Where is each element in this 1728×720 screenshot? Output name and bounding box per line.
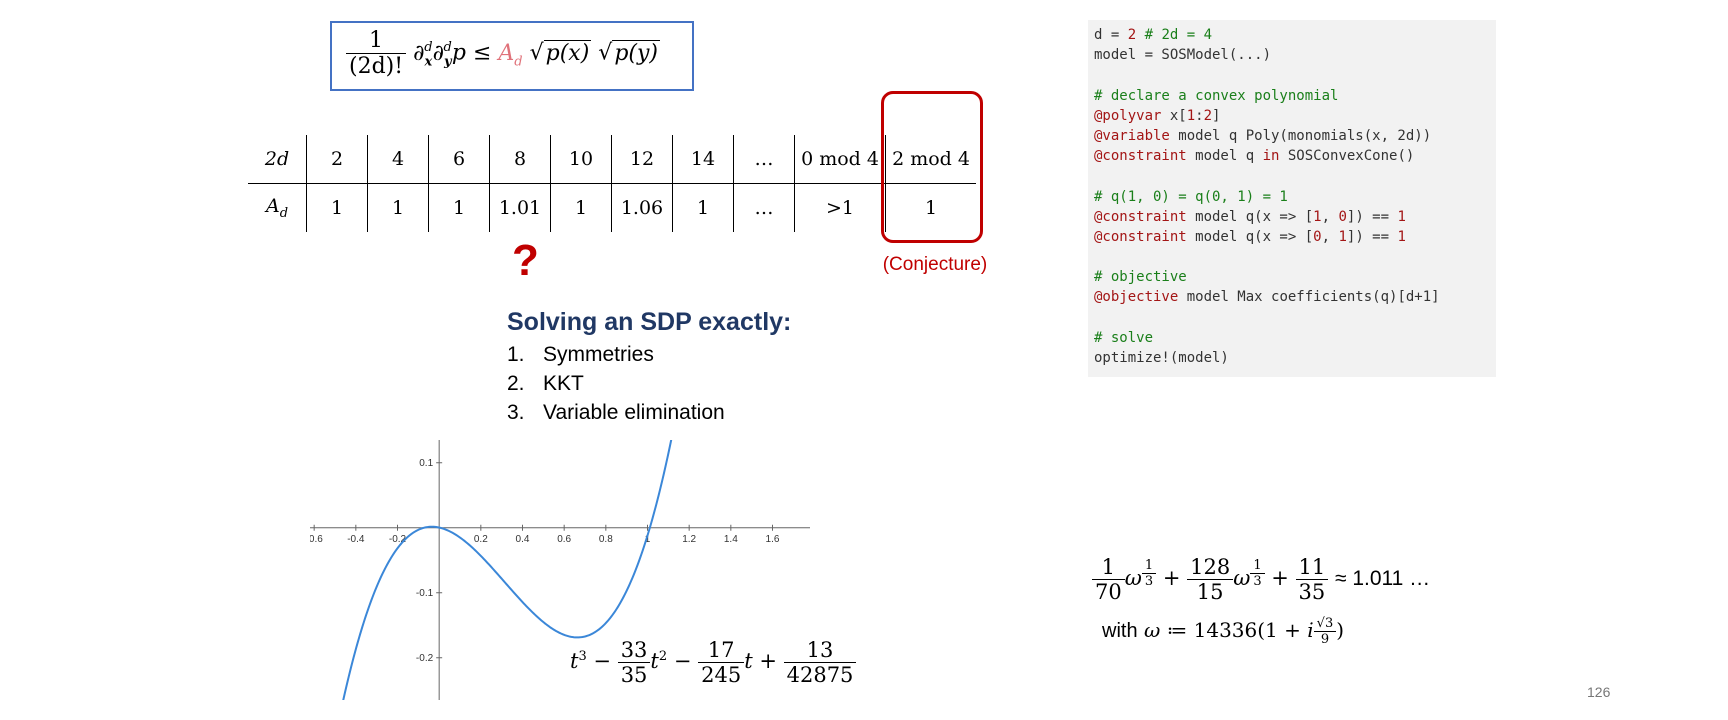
list-item: 2. KKT [507,372,584,395]
result-formula: 1 70 ω 1 3 + 128 15 ω 1 3 + 11 35 ≈ 1.011 … [1092,555,1430,604]
table-cell: 2 mod 4 [885,135,976,184]
code-line: @variable model q Poly(monomials(x, 2d)) [1094,127,1432,144]
polynomial-label: t3 − 33 35 t2 − 17 245 t + 13 42875 [570,638,857,687]
table-row-2d: 2d 2 4 6 8 10 12 14 … 0 mod 4 2 mod 4 [248,135,976,184]
conjecture-label: (Conjecture) [882,254,988,275]
table-cell: 1 [428,183,490,232]
table-cell: 2 [306,135,368,184]
table-cell: 1 [367,183,429,232]
table-cell: 6 [428,135,490,184]
code-line [1094,65,1490,85]
x-tick-label: -0.6 [310,534,323,545]
code-line: @polyvar x[1:2] [1094,107,1221,124]
x-tick-label: 1 [645,534,651,545]
y-tick-label: 0.1 [419,458,433,469]
code-line [1094,247,1490,267]
table-cell: … [733,183,795,232]
table-header-2d: 2d [248,135,307,184]
table-cell: 12 [611,135,673,184]
table-cell: 1.01 [489,183,551,232]
code-panel: d = 2 # 2d = 4 model = SOSModel(...) # de… [1088,20,1496,377]
fraction-denominator: (2d)! [346,53,407,79]
sdp-title: Solving an SDP exactly: [507,308,792,336]
list-item: 1. Symmetries [507,343,654,366]
table-cell: … [733,135,795,184]
table-cell: 1 [885,183,976,232]
sqrt-px: √p(x) [529,39,592,66]
y-tick-label: -0.1 [416,588,434,599]
table-cell: 14 [672,135,734,184]
code-line [1094,166,1490,186]
polynomial-plot: -0.6 -0.4 -0.2 0.2 0.4 0.6 0.8 1 1.2 1.4 1.6 0.1 -0.… [310,440,810,700]
partial-x: ∂xd [413,40,433,69]
sdp-steps-list: 1. Symmetries 2. KKT 3. Variable eliminatio… [507,343,725,430]
table-cell: 4 [367,135,429,184]
x-tick-label: 0.4 [516,534,530,545]
p-symbol: p [451,40,466,66]
table-cell: >1 [794,183,886,232]
code-line: @constraint model q in SOSConvexCone() [1094,148,1415,165]
table-cell: 1.06 [611,183,673,232]
code-line: d = 2 # 2d = 4 [1094,27,1213,43]
code-line: # q(1, 0) = q(0, 1) = 1 [1094,188,1288,205]
code-line: # solve [1094,329,1154,346]
code-line: @objective model Max coefficients(q)[d+1… [1094,289,1440,306]
table-cell: 8 [489,135,551,184]
table-header-Ad: Ad [265,195,289,221]
leq-symbol: ≤ [472,40,492,66]
A-d-symbol: Ad [498,40,523,69]
constants-table: 2d 2 4 6 8 10 12 14 … 0 mod 4 2 mod 4 Ad… [248,135,976,232]
table-cell: 10 [550,135,612,184]
inequality-formula: 1 (2d)! ∂xd∂ydp ≤ Ad √p(x) √p(y) [346,28,661,79]
x-tick-label: 1.4 [724,534,738,545]
polynomial-curve [342,440,673,700]
sqrt-py: √p(y) [598,39,661,66]
x-tick-label: 0.2 [474,534,488,545]
code-line: model = SOSModel(...) [1094,47,1272,64]
x-tick-label: -0.4 [347,534,365,545]
table-cell: 0 mod 4 [794,135,886,184]
table-cell: 1 [672,183,734,232]
x-tick-label: 0.8 [599,534,613,545]
fraction-numerator: 1 [369,28,384,53]
x-tick-label: 1.2 [682,534,696,545]
table-cell: 1 [306,183,368,232]
omega-definition: with ω ≔ 14336(1 + i √3 9) [1102,616,1345,647]
code-line: @constraint model q(x => [1, 0]) == 1 [1094,208,1406,225]
table-cell: 1 [550,183,612,232]
formula-box: 1 (2d)! ∂xd∂ydp ≤ Ad √p(x) √p(y) [330,21,694,91]
factorial-fraction: 1 (2d)! [346,28,407,79]
conjecture-highlight-box [881,91,983,243]
code-line: # declare a convex polynomial [1094,87,1339,104]
code-line [1094,308,1490,328]
x-tick-label: 0.6 [557,534,571,545]
y-tick-label: -0.2 [416,653,434,664]
page-number: 126 [1587,684,1611,700]
code-line: @constraint model q(x => [0, 1]) == 1 [1094,228,1406,245]
code-line: optimize!(model) [1094,350,1229,366]
list-item: 3. Variable elimination [507,401,725,424]
partial-y: ∂yd [432,40,452,69]
x-tick-label: -0.2 [389,534,407,545]
question-mark: ? [512,236,539,285]
table-row-Ad: Ad 1 1 1 1.01 1 1.06 1 … >1 1 [248,183,976,232]
x-tick-label: 1.6 [766,534,780,545]
code-line: # objective [1094,269,1187,286]
